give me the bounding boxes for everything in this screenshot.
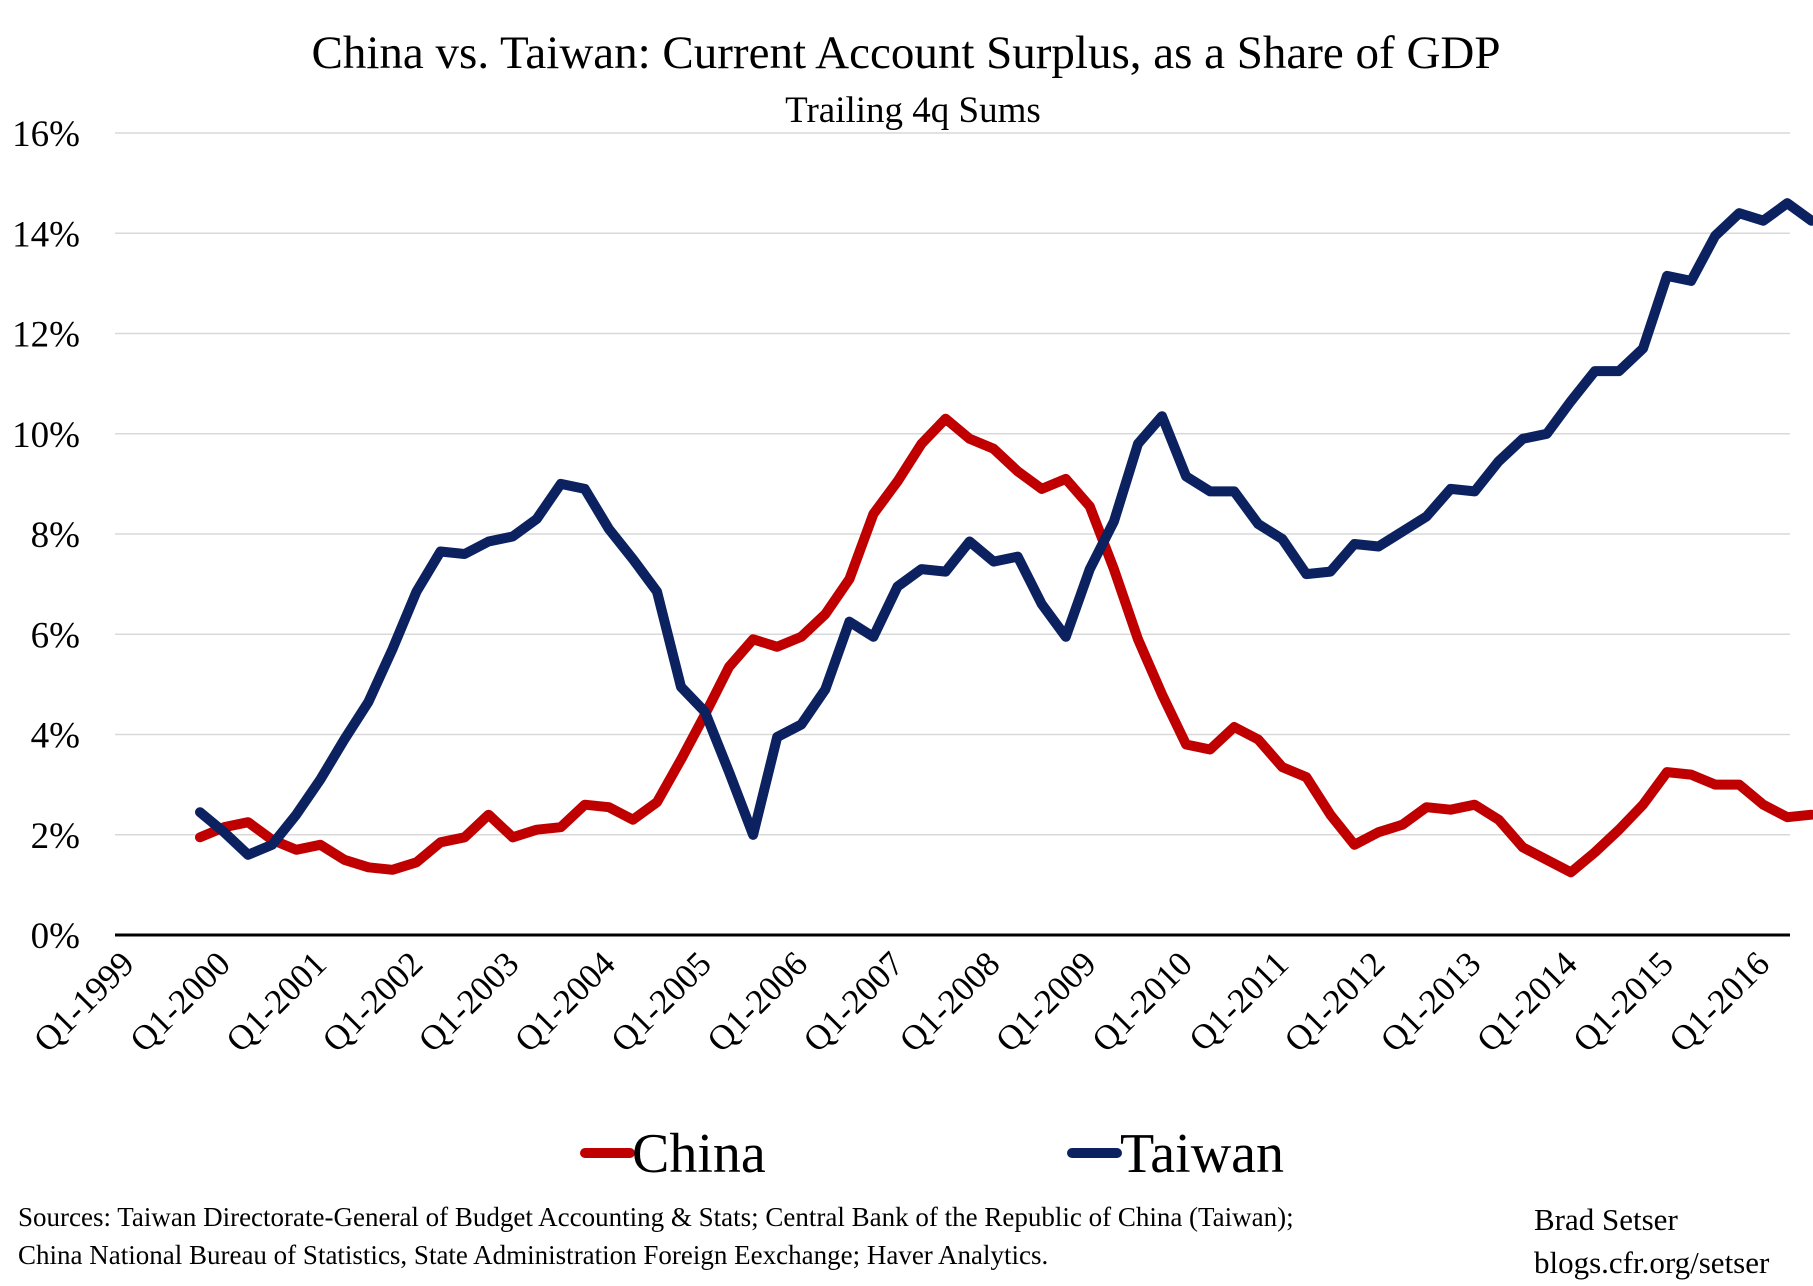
gridlines bbox=[115, 132, 1790, 937]
x-tick-label: Q1-2005 bbox=[603, 944, 719, 1060]
sources-line-1: Sources: Taiwan Directorate-General of B… bbox=[18, 1202, 1294, 1232]
x-tick-label: Q1-2006 bbox=[699, 944, 815, 1060]
chart-title: China vs. Taiwan: Current Account Surplu… bbox=[312, 27, 1501, 79]
series-line-china bbox=[195, 413, 1813, 878]
x-tick-label: Q1-1999 bbox=[26, 944, 142, 1060]
y-tick-label: 2% bbox=[31, 816, 80, 857]
x-tick-label: Q1-2008 bbox=[892, 944, 1008, 1060]
author-credit: Brad Setser blogs.cfr.org/setser bbox=[1534, 1198, 1769, 1284]
y-tick-label: 14% bbox=[12, 214, 80, 255]
x-tick-label: Q1-2011 bbox=[1181, 944, 1296, 1059]
legend-label: China bbox=[632, 1123, 766, 1185]
x-tick-label: Q1-2004 bbox=[507, 944, 623, 1060]
author-name: Brad Setser bbox=[1534, 1202, 1678, 1237]
sources-line-2: China National Bureau of Statistics, Sta… bbox=[18, 1240, 1049, 1270]
y-tick-label: 12% bbox=[12, 315, 80, 356]
x-tick-label: Q1-2012 bbox=[1277, 944, 1393, 1060]
x-tick-label: Q1-2013 bbox=[1373, 944, 1489, 1060]
x-tick-label: Q1-2001 bbox=[218, 944, 334, 1060]
sources-note: Sources: Taiwan Directorate-General of B… bbox=[18, 1198, 1294, 1274]
x-tick-label: Q1-2007 bbox=[796, 944, 912, 1060]
x-tick-label: Q1-2003 bbox=[411, 944, 527, 1060]
x-tick-label: Q1-2000 bbox=[122, 944, 238, 1060]
legend-label: Taiwan bbox=[1120, 1123, 1284, 1185]
x-tick-label: Q1-2016 bbox=[1661, 944, 1777, 1060]
series-lines bbox=[195, 198, 1813, 878]
x-tick-label: Q1-2010 bbox=[1084, 944, 1200, 1060]
y-tick-label: 4% bbox=[31, 716, 80, 757]
y-tick-label: 8% bbox=[31, 515, 80, 556]
x-tick-label: Q1-2009 bbox=[988, 944, 1104, 1060]
x-axis-ticks: Q1-1999Q1-2000Q1-2001Q1-2002Q1-2003Q1-20… bbox=[26, 944, 1777, 1060]
y-tick-label: 6% bbox=[31, 615, 80, 656]
series-line-taiwan bbox=[195, 198, 1813, 860]
y-tick-label: 0% bbox=[31, 916, 80, 957]
y-tick-label: 16% bbox=[12, 114, 80, 155]
x-tick-label: Q1-2014 bbox=[1469, 944, 1585, 1060]
chart-subtitle: Trailing 4q Sums bbox=[785, 90, 1041, 131]
x-tick-label: Q1-2015 bbox=[1565, 944, 1681, 1060]
author-url: blogs.cfr.org/setser bbox=[1534, 1245, 1770, 1280]
y-axis-ticks: 0% 2% 4% 6% 8% 10% 12% 14% 16% bbox=[12, 114, 80, 957]
x-tick-label: Q1-2002 bbox=[315, 944, 431, 1060]
legend: China Taiwan bbox=[580, 1123, 1284, 1185]
y-tick-label: 10% bbox=[12, 415, 80, 456]
